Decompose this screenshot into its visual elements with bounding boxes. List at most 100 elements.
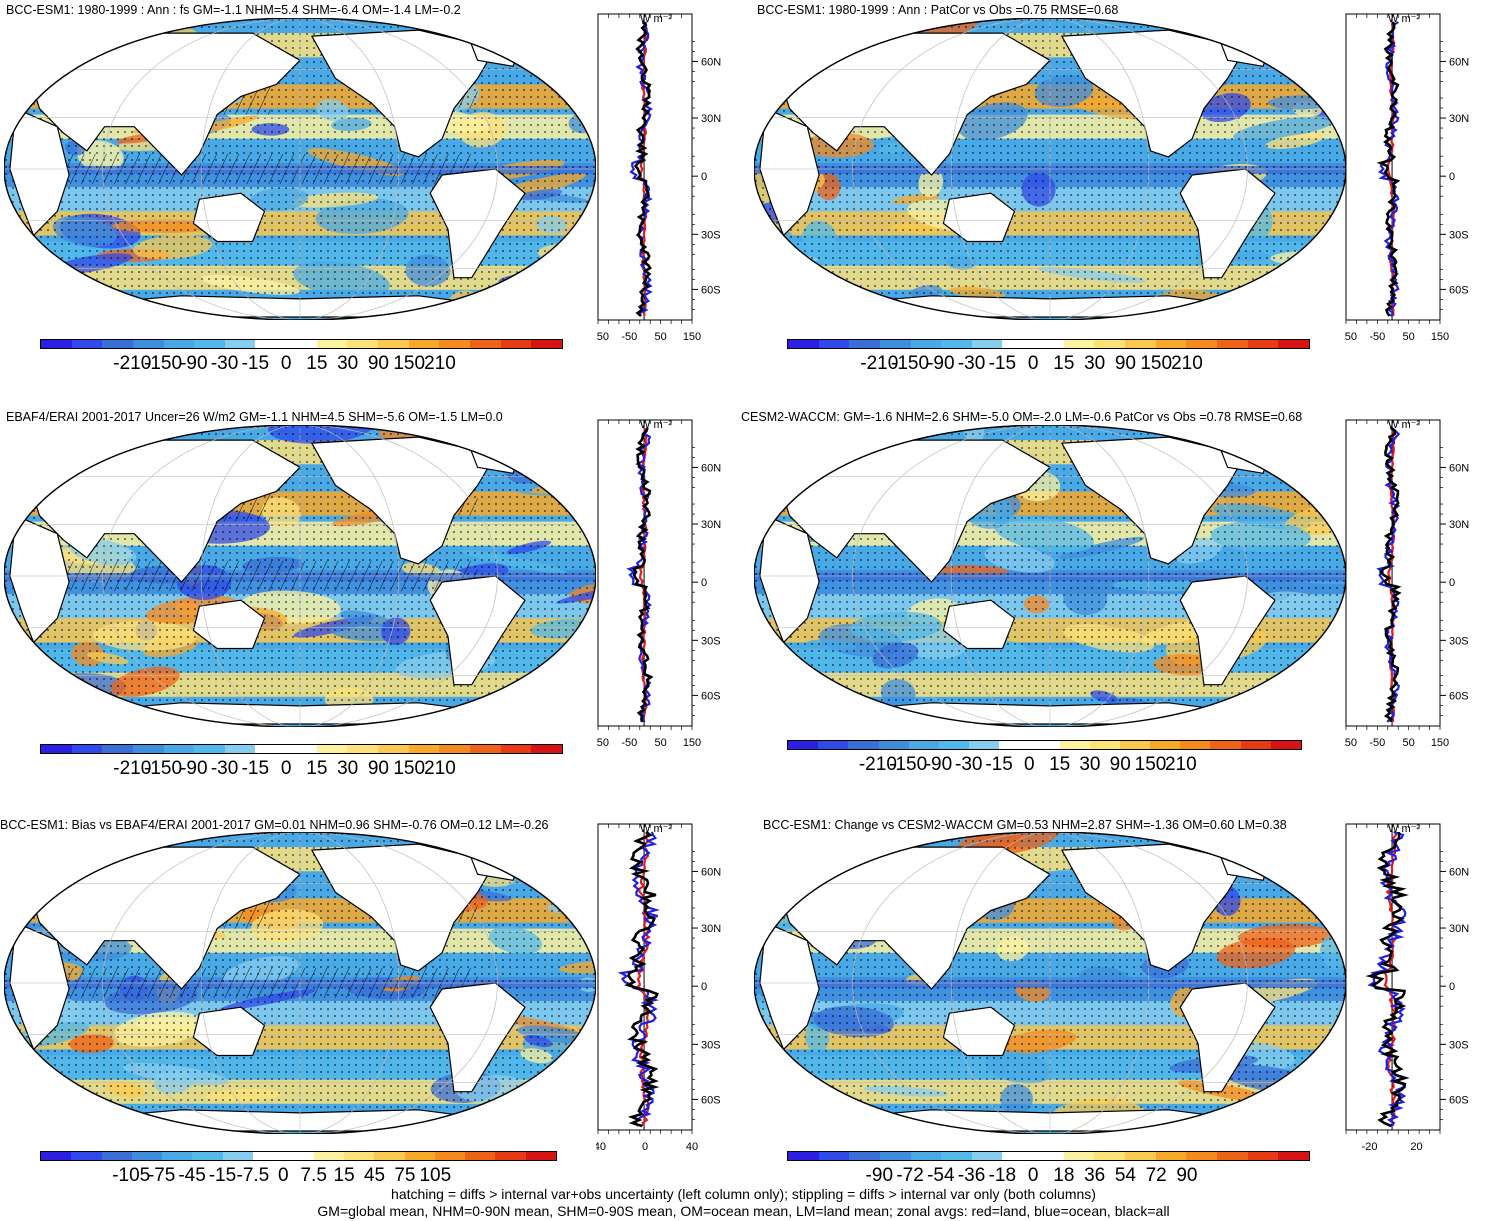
colorbar-swatch bbox=[971, 1152, 1003, 1160]
colorbar-tick-label: 15 bbox=[333, 1165, 355, 1186]
colorbar-tick-label: -30 bbox=[210, 758, 239, 779]
colorbar-swatch bbox=[849, 1152, 880, 1160]
colorbar-tick-label: -15 bbox=[988, 353, 1017, 374]
colorbar-tick-label: 90 bbox=[1109, 754, 1131, 775]
colorbar-swatch bbox=[71, 1152, 102, 1160]
colorbar-swatch bbox=[469, 745, 501, 753]
colorbar-swatch bbox=[788, 1152, 819, 1160]
profile-x-tick-label: -40 bbox=[596, 1141, 606, 1153]
latitude-tick-label: 30N bbox=[701, 113, 721, 125]
colorbar-tick-label: -30 bbox=[210, 353, 239, 374]
panel-title: BCC-ESM1: Bias vs EBAF4/ERAI 2001-2017 G… bbox=[0, 818, 549, 832]
colorbar-swatch bbox=[192, 1152, 223, 1160]
colorbar-tick-label: 150 bbox=[393, 758, 426, 779]
colorbar-swatch bbox=[1002, 1152, 1034, 1160]
profile-units: W m⁻² bbox=[640, 13, 672, 25]
profile-x-tick-label: 20 bbox=[1410, 1141, 1422, 1153]
latitude-tick-label: 60N bbox=[1449, 462, 1469, 474]
colorbar-tick-label: -105 bbox=[112, 1165, 151, 1186]
world-map bbox=[4, 425, 596, 727]
latitude-tick-label: 60N bbox=[1449, 56, 1469, 68]
latitude-tick-label: 30S bbox=[1449, 1039, 1469, 1051]
colorbar-swatch bbox=[408, 745, 440, 753]
colorbar-swatch bbox=[1094, 340, 1126, 348]
profile-units: W m⁻² bbox=[1388, 823, 1420, 835]
zonal-mean-profile: 60N 30N 0 30S 60S W m⁻² -20 20 bbox=[1345, 823, 1469, 1153]
colorbar-tick-label: -150 bbox=[889, 754, 928, 775]
colorbar-swatch bbox=[969, 741, 1000, 749]
colorbar-tick-label: 18 bbox=[1053, 1165, 1075, 1186]
latitude-tick-label: 0 bbox=[701, 171, 707, 183]
colorbar-swatch bbox=[1063, 1152, 1095, 1160]
colorbar-swatch bbox=[849, 340, 880, 348]
colorbar-swatch bbox=[495, 1152, 526, 1160]
colorbar-swatch bbox=[1155, 1152, 1187, 1160]
zonal-mean-all-line bbox=[1378, 426, 1402, 723]
colorbar-swatch bbox=[131, 1152, 163, 1160]
zonal-mean-profile: 60N 30N 0 30S 60S W m⁻² -150 -50 50 150 bbox=[596, 13, 721, 343]
footer-note: hatching = diffs > internal var+obs unce… bbox=[0, 1186, 1487, 1220]
colorbar-swatch bbox=[525, 1152, 557, 1160]
panel-title: BCC-ESM1: 1980-1999 : Ann : fs GM=-1.1 N… bbox=[6, 3, 461, 17]
latitude-tick-label: 30N bbox=[1449, 519, 1469, 531]
colorbar-tick-label: 105 bbox=[419, 1165, 452, 1186]
colorbar-tick-label: 90 bbox=[367, 758, 389, 779]
colorbar-swatch bbox=[1002, 340, 1034, 348]
colorbar-tick-label: -15 bbox=[985, 754, 1013, 775]
zonal-mean-profile: 60N 30N 0 30S 60S W m⁻² -150 -50 50 150 bbox=[596, 419, 721, 749]
profile-units: W m⁻² bbox=[1388, 419, 1420, 431]
zonal-mean-all-line bbox=[1365, 831, 1410, 1128]
colorbar-swatch bbox=[71, 340, 103, 348]
colorbar-swatch bbox=[253, 1152, 284, 1160]
latitude-tick-label: 0 bbox=[1449, 171, 1455, 183]
colorbar-swatch bbox=[1029, 741, 1060, 749]
world-map bbox=[754, 425, 1346, 727]
world-map bbox=[754, 832, 1346, 1134]
colorbar-swatch bbox=[500, 340, 532, 348]
colorbar-tick-label: 15 bbox=[306, 758, 328, 779]
colorbar-tick-label: 36 bbox=[1084, 1165, 1106, 1186]
profile-x-tick-label: -150 bbox=[1344, 331, 1357, 343]
colorbar-swatch bbox=[1059, 741, 1090, 749]
latitude-tick-label: 60S bbox=[701, 690, 721, 702]
colorbar-tick-label: 72 bbox=[1145, 1165, 1167, 1186]
colorbar-swatch bbox=[818, 1152, 850, 1160]
colorbar-swatch bbox=[378, 745, 409, 753]
zonal-mean-all-line bbox=[1376, 21, 1401, 317]
latitude-tick-label: 30N bbox=[1449, 923, 1469, 935]
profile-x-tick-label: -50 bbox=[621, 737, 637, 749]
profile-x-tick-label: -150 bbox=[596, 331, 609, 343]
colorbar-tick-label: 210 bbox=[1164, 754, 1197, 775]
colorbar-tick-label: 90 bbox=[1114, 353, 1136, 374]
colorbar-tick-label: -210 bbox=[858, 754, 897, 775]
profile-x-tick-label: 40 bbox=[686, 1141, 698, 1153]
latitude-tick-label: 60N bbox=[701, 56, 721, 68]
colorbar-swatch bbox=[222, 1152, 254, 1160]
latitude-tick-label: 60S bbox=[701, 1094, 721, 1106]
colorbar-tick-label: 0 bbox=[1024, 754, 1035, 775]
colorbar-swatch bbox=[374, 1152, 405, 1160]
colorbar-swatch bbox=[439, 340, 470, 348]
footer-line-hatching: hatching = diffs > internal var+obs unce… bbox=[391, 1186, 1096, 1202]
footer-line-definitions: GM=global mean, NHM=0-90N mean, SHM=0-90… bbox=[317, 1203, 1170, 1219]
colorbar-swatch bbox=[1247, 340, 1279, 348]
colorbar bbox=[40, 1151, 557, 1161]
profile-x-tick-label: -150 bbox=[596, 737, 609, 749]
colorbar-swatch bbox=[818, 340, 850, 348]
colorbar-swatch bbox=[343, 1152, 375, 1160]
colorbar-swatch bbox=[469, 340, 501, 348]
colorbar-tick-label: 30 bbox=[337, 758, 359, 779]
profile-x-tick-label: 50 bbox=[655, 331, 667, 343]
colorbar-tick-label: 210 bbox=[424, 353, 456, 374]
colorbar-tick-label: 15 bbox=[1049, 754, 1071, 775]
colorbar-swatch bbox=[41, 745, 72, 753]
colorbar-swatch bbox=[283, 1152, 314, 1160]
profile-units: W m⁻² bbox=[1388, 13, 1420, 25]
colorbar-tick-label: -210 bbox=[860, 353, 899, 374]
colorbar-tick-label: -75 bbox=[147, 1165, 176, 1186]
latitude-tick-label: 30S bbox=[1449, 635, 1469, 647]
colorbar-swatch bbox=[1216, 340, 1248, 348]
colorbar-tick-label: 210 bbox=[424, 758, 456, 779]
latitude-tick-label: 30S bbox=[701, 1039, 721, 1051]
colorbar-tick-label: -15 bbox=[241, 758, 270, 779]
